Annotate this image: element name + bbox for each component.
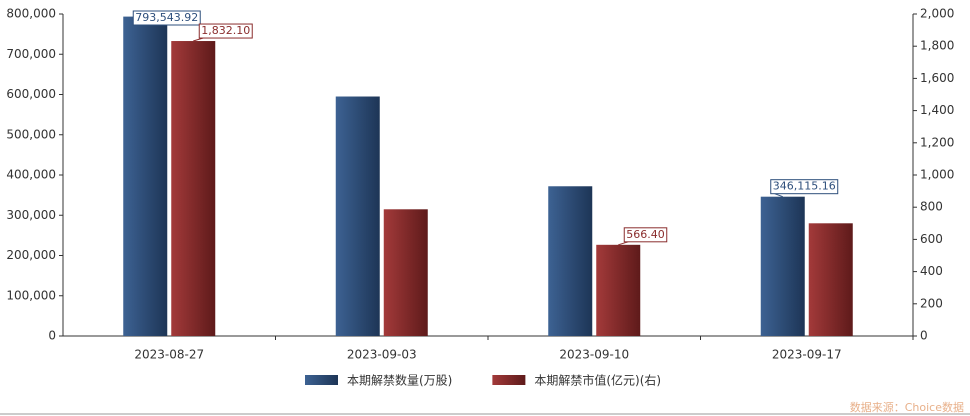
value-label-box xyxy=(198,23,253,39)
x-tick-label: 2023-09-17 xyxy=(772,348,842,362)
value-label-box xyxy=(770,179,839,195)
y2-tick-label: 1,600 xyxy=(920,71,954,85)
bar xyxy=(760,196,805,336)
y-tick-label: 200,000 xyxy=(6,248,56,262)
value-label-box xyxy=(132,10,201,26)
bar xyxy=(596,244,641,336)
bar xyxy=(548,186,593,336)
value-label: 1,832.10 xyxy=(201,24,250,37)
y2-tick-label: 1,200 xyxy=(920,135,954,149)
y-tick-label: 700,000 xyxy=(6,47,56,61)
y2-tick-label: 600 xyxy=(920,232,943,246)
y2-tick-label: 0 xyxy=(920,329,928,343)
y2-tick-label: 800 xyxy=(920,200,943,214)
bar xyxy=(123,16,168,336)
y2-tick-label: 1,400 xyxy=(920,103,954,117)
value-label: 566.40 xyxy=(626,228,665,241)
x-tick-label: 2023-08-27 xyxy=(134,348,204,362)
legend-swatch xyxy=(492,375,526,385)
y2-tick-label: 1,800 xyxy=(920,39,954,53)
x-tick-label: 2023-09-03 xyxy=(347,348,417,362)
y2-tick-label: 200 xyxy=(920,296,943,310)
y-tick-label: 800,000 xyxy=(6,7,56,21)
y2-tick-label: 2,000 xyxy=(920,7,954,21)
source: 数据来源：Choice数据 xyxy=(850,400,964,414)
y-tick-label: 500,000 xyxy=(6,127,56,141)
x-tick-label: 2023-09-10 xyxy=(559,348,629,362)
y-tick-label: 600,000 xyxy=(6,87,56,101)
value-label-box xyxy=(623,227,668,243)
bar xyxy=(808,223,853,336)
y-tick-label: 0 xyxy=(48,329,56,343)
value-label: 346,115.16 xyxy=(773,180,836,193)
legend-label: 本期解禁数量(万股) xyxy=(347,373,452,388)
y-tick-label: 400,000 xyxy=(6,168,56,182)
bar xyxy=(383,209,428,336)
value-label: 793,543.92 xyxy=(135,11,198,24)
legend-swatch xyxy=(305,375,338,385)
y2-tick-label: 400 xyxy=(920,264,943,278)
bar xyxy=(171,41,216,337)
y2-tick-label: 1,000 xyxy=(920,168,954,182)
bar xyxy=(335,96,380,336)
legend-label: 本期解禁市值(亿元)(右) xyxy=(534,373,661,388)
y-tick-label: 300,000 xyxy=(6,208,56,222)
y-tick-label: 100,000 xyxy=(6,288,56,302)
